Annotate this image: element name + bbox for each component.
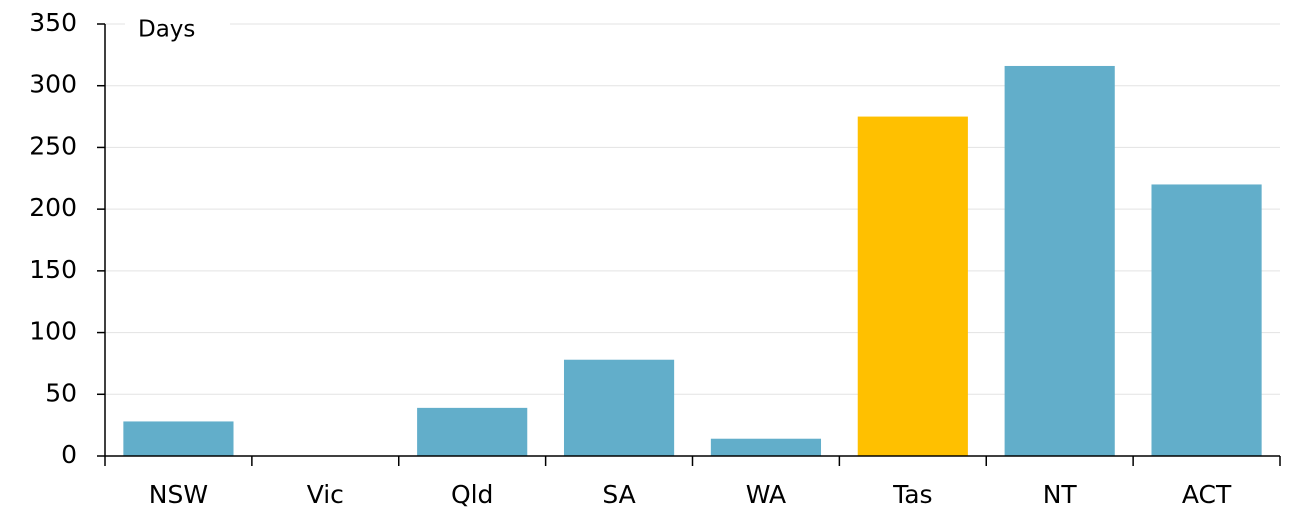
axes: 0 50 100 150 200 250 300 350 NSW Vic Qld SA WA Tas NT A… (29, 8, 1281, 509)
x-tick-label: NT (1043, 480, 1078, 509)
y-axis-label: Days (138, 17, 195, 43)
bar (123, 421, 234, 456)
grid (105, 23, 1280, 395)
x-tick-label: NSW (149, 480, 208, 509)
bar (563, 359, 675, 456)
y-tick-label: 150 (29, 255, 77, 284)
bar (1004, 65, 1115, 457)
x-tick-label: WA (746, 480, 786, 509)
bar (857, 116, 968, 457)
y-tick-label: 250 (29, 131, 77, 160)
bar (710, 438, 822, 456)
x-tick-label: ACT (1182, 480, 1232, 509)
label-bg (125, 10, 230, 46)
y-tick-label: 50 (45, 378, 77, 407)
x-tick-label: Vic (307, 480, 344, 509)
y-tick-label: 100 (29, 317, 77, 346)
bar (417, 407, 528, 456)
y-tick-label: 300 (29, 70, 77, 99)
bars (123, 65, 1262, 457)
x-tick-label: Qld (451, 480, 494, 509)
bar (1151, 184, 1262, 456)
y-tick-label: 200 (29, 193, 77, 222)
y-tick-label: 350 (29, 8, 77, 37)
x-tick-label: SA (602, 480, 635, 509)
x-tick-label: Tas (892, 480, 932, 509)
y-tick-label: 0 (61, 440, 77, 469)
